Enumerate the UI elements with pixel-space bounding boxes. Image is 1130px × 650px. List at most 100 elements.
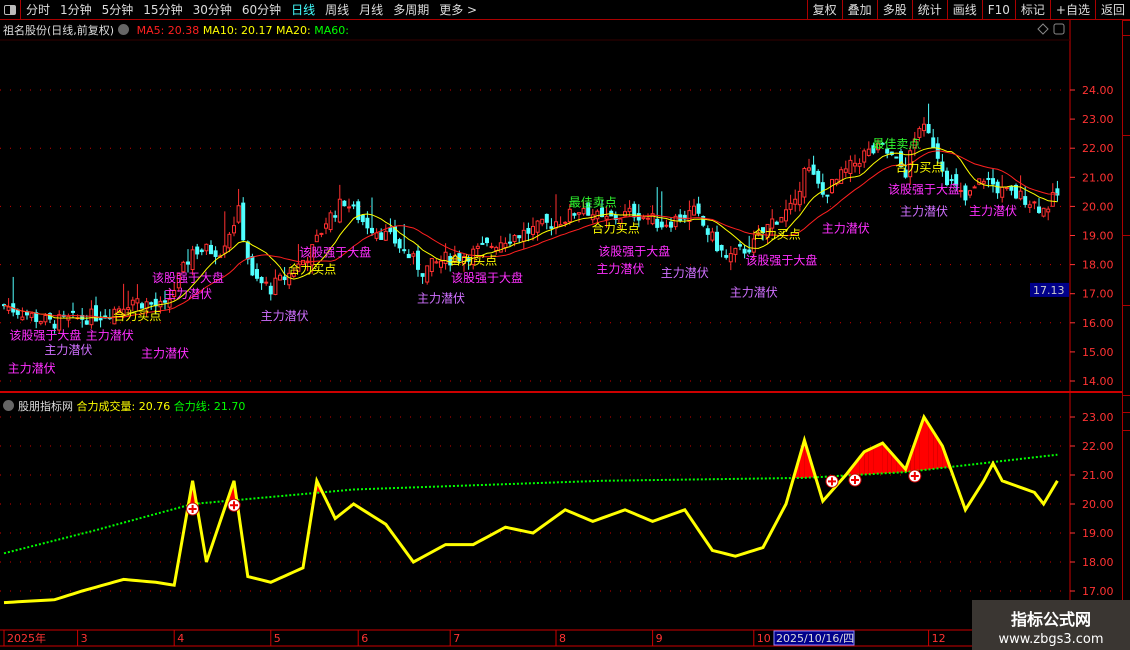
candle (604, 206, 609, 228)
candle (370, 197, 374, 237)
panel-toggle-button[interactable] (0, 0, 21, 20)
period-tab[interactable]: 日线 (291, 3, 316, 17)
candle (181, 260, 186, 274)
candle-body (512, 234, 517, 243)
period-tab[interactable]: 分时 (26, 3, 51, 17)
candle-body (1023, 196, 1028, 205)
toolbar-button[interactable]: 标记 (1014, 0, 1050, 20)
candle (163, 290, 167, 310)
candle-body (862, 150, 867, 163)
candle-body (517, 235, 522, 239)
volume-fill (882, 443, 888, 474)
candle (485, 237, 489, 247)
candle (751, 230, 756, 261)
candle (397, 237, 402, 253)
period-tab[interactable]: 月线 (359, 3, 384, 17)
dropdown-icon[interactable] (3, 400, 14, 411)
period-tab[interactable]: 15分钟 (143, 3, 183, 17)
candle-body (503, 242, 508, 249)
x-tick-label: 10 (757, 632, 771, 645)
candle (29, 311, 34, 322)
candle-body (926, 124, 931, 134)
candle-body (922, 123, 926, 132)
candles (2, 103, 1060, 334)
candle (544, 213, 549, 230)
signal-annotation: 合力买点 (288, 261, 336, 276)
candle (268, 282, 273, 301)
candle (747, 235, 752, 255)
y-tick-label: 18.00 (1082, 259, 1114, 272)
y-tick-label: 22.00 (1082, 142, 1114, 155)
candle-body (788, 202, 793, 210)
candle (89, 300, 94, 329)
candle (866, 141, 871, 157)
candle-body (811, 164, 816, 175)
period-tab[interactable]: 30分钟 (192, 3, 232, 17)
candle-body (825, 194, 830, 197)
toolbar-button[interactable]: 返回 (1094, 0, 1130, 20)
y-tick-label: 21.00 (1082, 171, 1114, 184)
period-tab[interactable]: 周线 (325, 3, 350, 17)
toolbar-button[interactable]: +自选 (1049, 0, 1095, 20)
signal-annotation: 最佳卖点 (872, 137, 920, 151)
toolbar-button[interactable]: 叠加 (841, 0, 877, 20)
indicator-source: 股朋指标网 (18, 400, 73, 413)
candle (186, 249, 190, 273)
candle-body (186, 261, 190, 265)
candle (678, 209, 683, 223)
period-tab[interactable]: 1分钟 (60, 3, 92, 17)
toolbar-button[interactable]: 多股 (876, 0, 912, 20)
candle (149, 301, 154, 310)
candle-body (650, 213, 655, 225)
candle (227, 231, 232, 253)
signal-annotation: 主力潜伏 (822, 222, 870, 236)
volume-fill (887, 448, 892, 474)
signal-annotation: 主力潜伏 (969, 204, 1017, 218)
dropdown-icon[interactable] (118, 24, 130, 35)
candle-body (627, 207, 632, 213)
candle-body (508, 241, 512, 244)
candle-body (209, 244, 213, 255)
candle-body (126, 307, 131, 311)
period-tabs: 分时 1分钟 5分钟 15分钟 30分钟 60分钟 日线 周线 月线 多周期 更多 > (21, 1, 482, 18)
candle (871, 143, 876, 155)
toolbar-button[interactable]: 画线 (946, 0, 982, 20)
toolbar-button[interactable]: 统计 (911, 0, 947, 20)
period-tab[interactable]: 更多 > (439, 3, 478, 17)
candle-body (931, 137, 936, 148)
period-tab[interactable]: 多周期 (393, 3, 430, 17)
plus-glyph (910, 472, 919, 481)
candle (696, 196, 701, 217)
candle-body (324, 223, 328, 229)
signal-annotation: 该股强于大盘 (888, 182, 960, 197)
candle (245, 240, 250, 265)
signal-annotation: 该股强于大盘 (152, 270, 224, 285)
candle (439, 255, 443, 274)
watermark-title: 指标公式网 (1010, 610, 1091, 629)
strip-divider (1123, 20, 1130, 21)
candle-body (779, 216, 784, 223)
candle-body (448, 256, 453, 266)
candle (517, 235, 522, 244)
candle-body (903, 169, 908, 178)
toolbar-button[interactable]: 复权 (806, 0, 842, 20)
y-tick-label: 24.00 (1082, 84, 1114, 97)
y-tick-label: 19.00 (1082, 527, 1114, 540)
candle (724, 249, 729, 260)
candle-body (268, 285, 273, 295)
x-tick-label: 5 (274, 632, 281, 645)
buy-signal-icon (908, 469, 922, 483)
candle-body (282, 276, 287, 281)
candle (834, 178, 839, 187)
candle-body (765, 223, 770, 238)
plus-glyph (828, 477, 836, 486)
period-tab[interactable]: 5分钟 (101, 3, 134, 17)
candle (379, 228, 384, 240)
candle (222, 211, 227, 258)
candle (926, 103, 931, 134)
period-tab[interactable]: 60分钟 (241, 3, 282, 17)
toolbar-button[interactable]: F10 (981, 0, 1015, 20)
candle-body (738, 244, 742, 247)
candle-body (222, 245, 227, 254)
